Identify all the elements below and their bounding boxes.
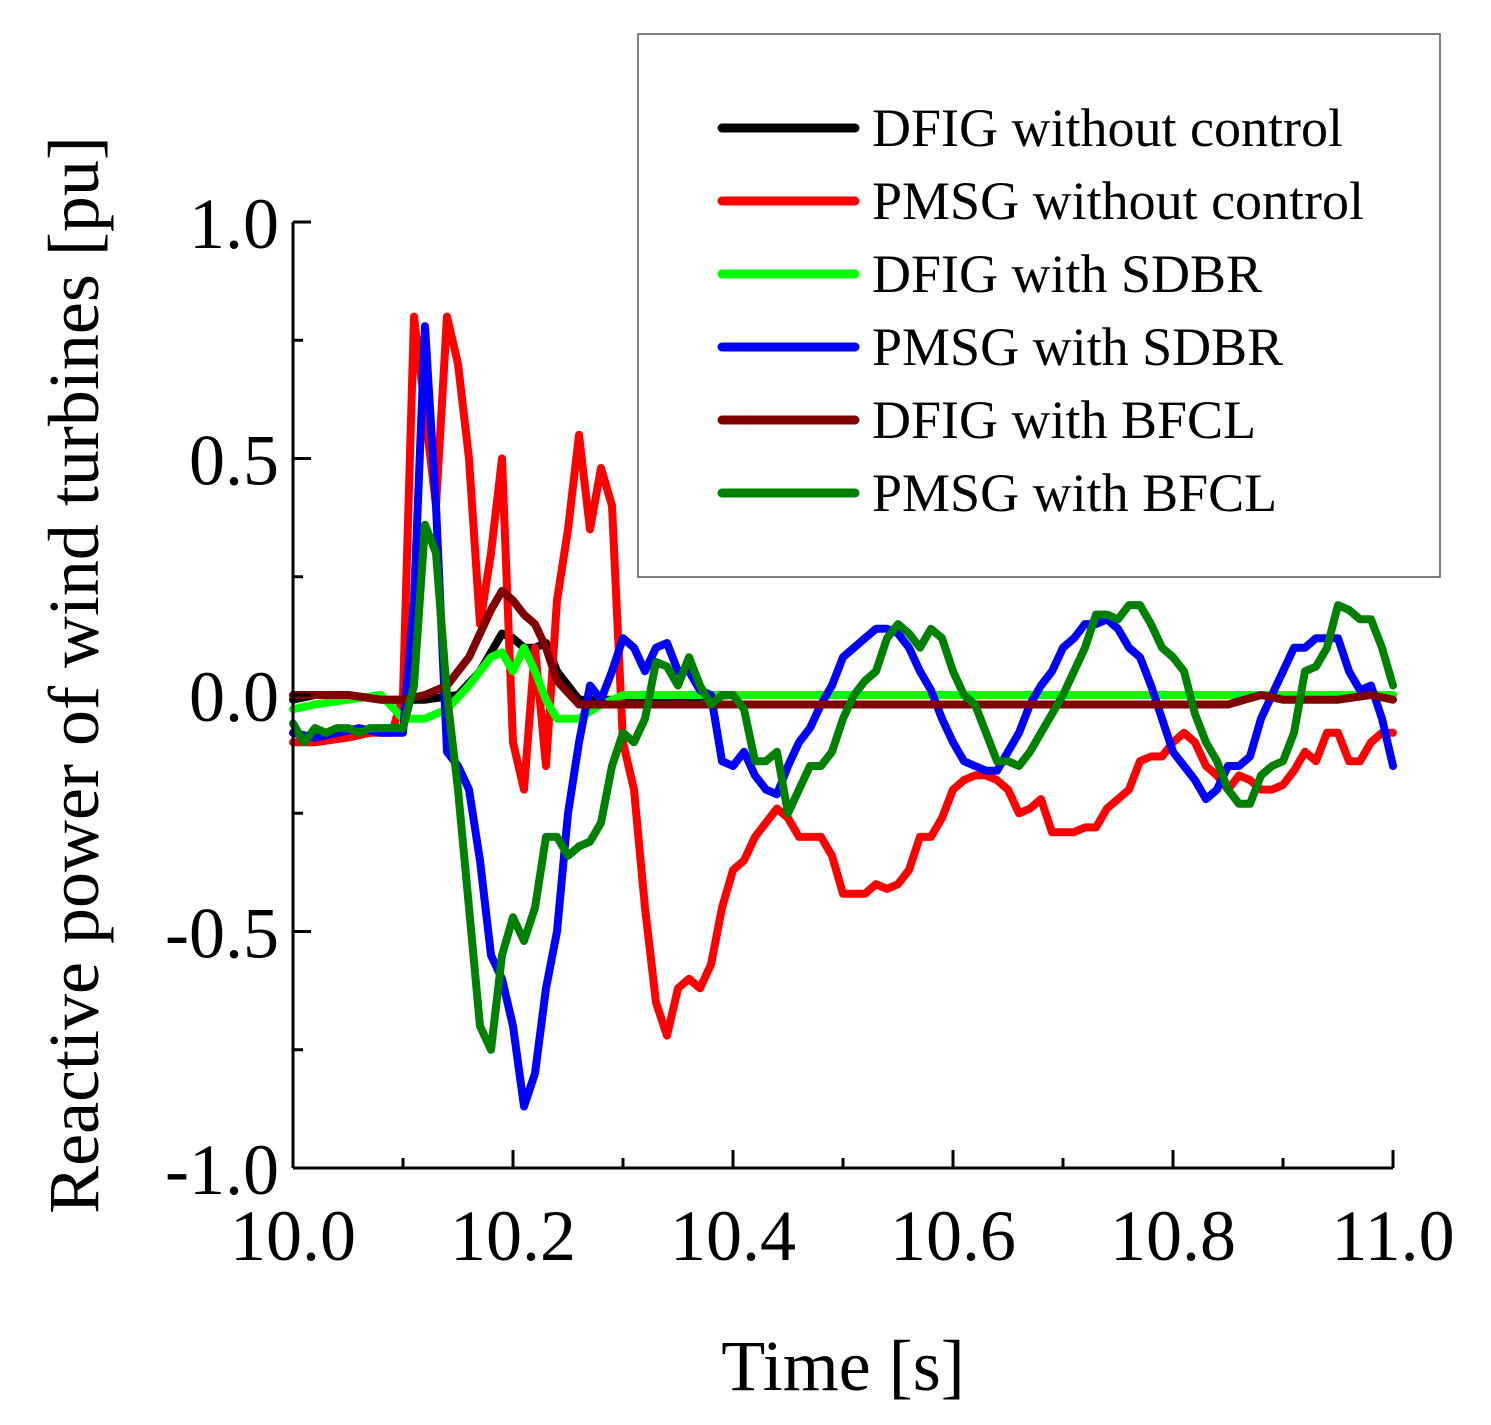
legend: DFIG without control PMSG without control… (637, 33, 1441, 578)
y-tick-label: 0.0 (189, 657, 279, 737)
series-line-2 (289, 643, 1397, 723)
legend-label: DFIG with SDBR (872, 244, 1262, 304)
legend-label: DFIG with BFCL (872, 390, 1256, 450)
ticks: 10.0 10.2 10.4 10.6 10.8 11.0 1.0 0.5 0.0 -0.5 -1.… (165, 184, 1455, 1276)
x-tick-label: 11.0 (1331, 1196, 1454, 1276)
series-line-5 (289, 520, 1397, 1054)
y-tick-label: -1.0 (165, 1130, 279, 1210)
legend-label: PMSG without control (872, 171, 1364, 231)
y-tick-label: 1.0 (189, 184, 279, 264)
x-tick-label: 10.8 (1110, 1196, 1236, 1276)
x-tick-label: 10.6 (890, 1196, 1016, 1276)
series-line-3 (289, 322, 1397, 1111)
y-tick-label: 0.5 (189, 421, 279, 501)
x-tick-label: 10.0 (230, 1196, 356, 1276)
series-line-4 (289, 586, 1397, 709)
legend-label: DFIG without control (872, 98, 1343, 158)
legend-label: PMSG with SDBR (872, 317, 1283, 377)
legend-label: PMSG with BFCL (872, 463, 1277, 523)
x-axis-title: Time [s] (721, 1326, 964, 1406)
y-axis-title: Reactive power of wind turbines [pu] (34, 136, 114, 1214)
y-tick-label: -0.5 (165, 894, 279, 974)
x-tick-label: 10.2 (450, 1196, 576, 1276)
series-layer (289, 312, 1397, 1111)
x-tick-label: 10.4 (670, 1196, 796, 1276)
